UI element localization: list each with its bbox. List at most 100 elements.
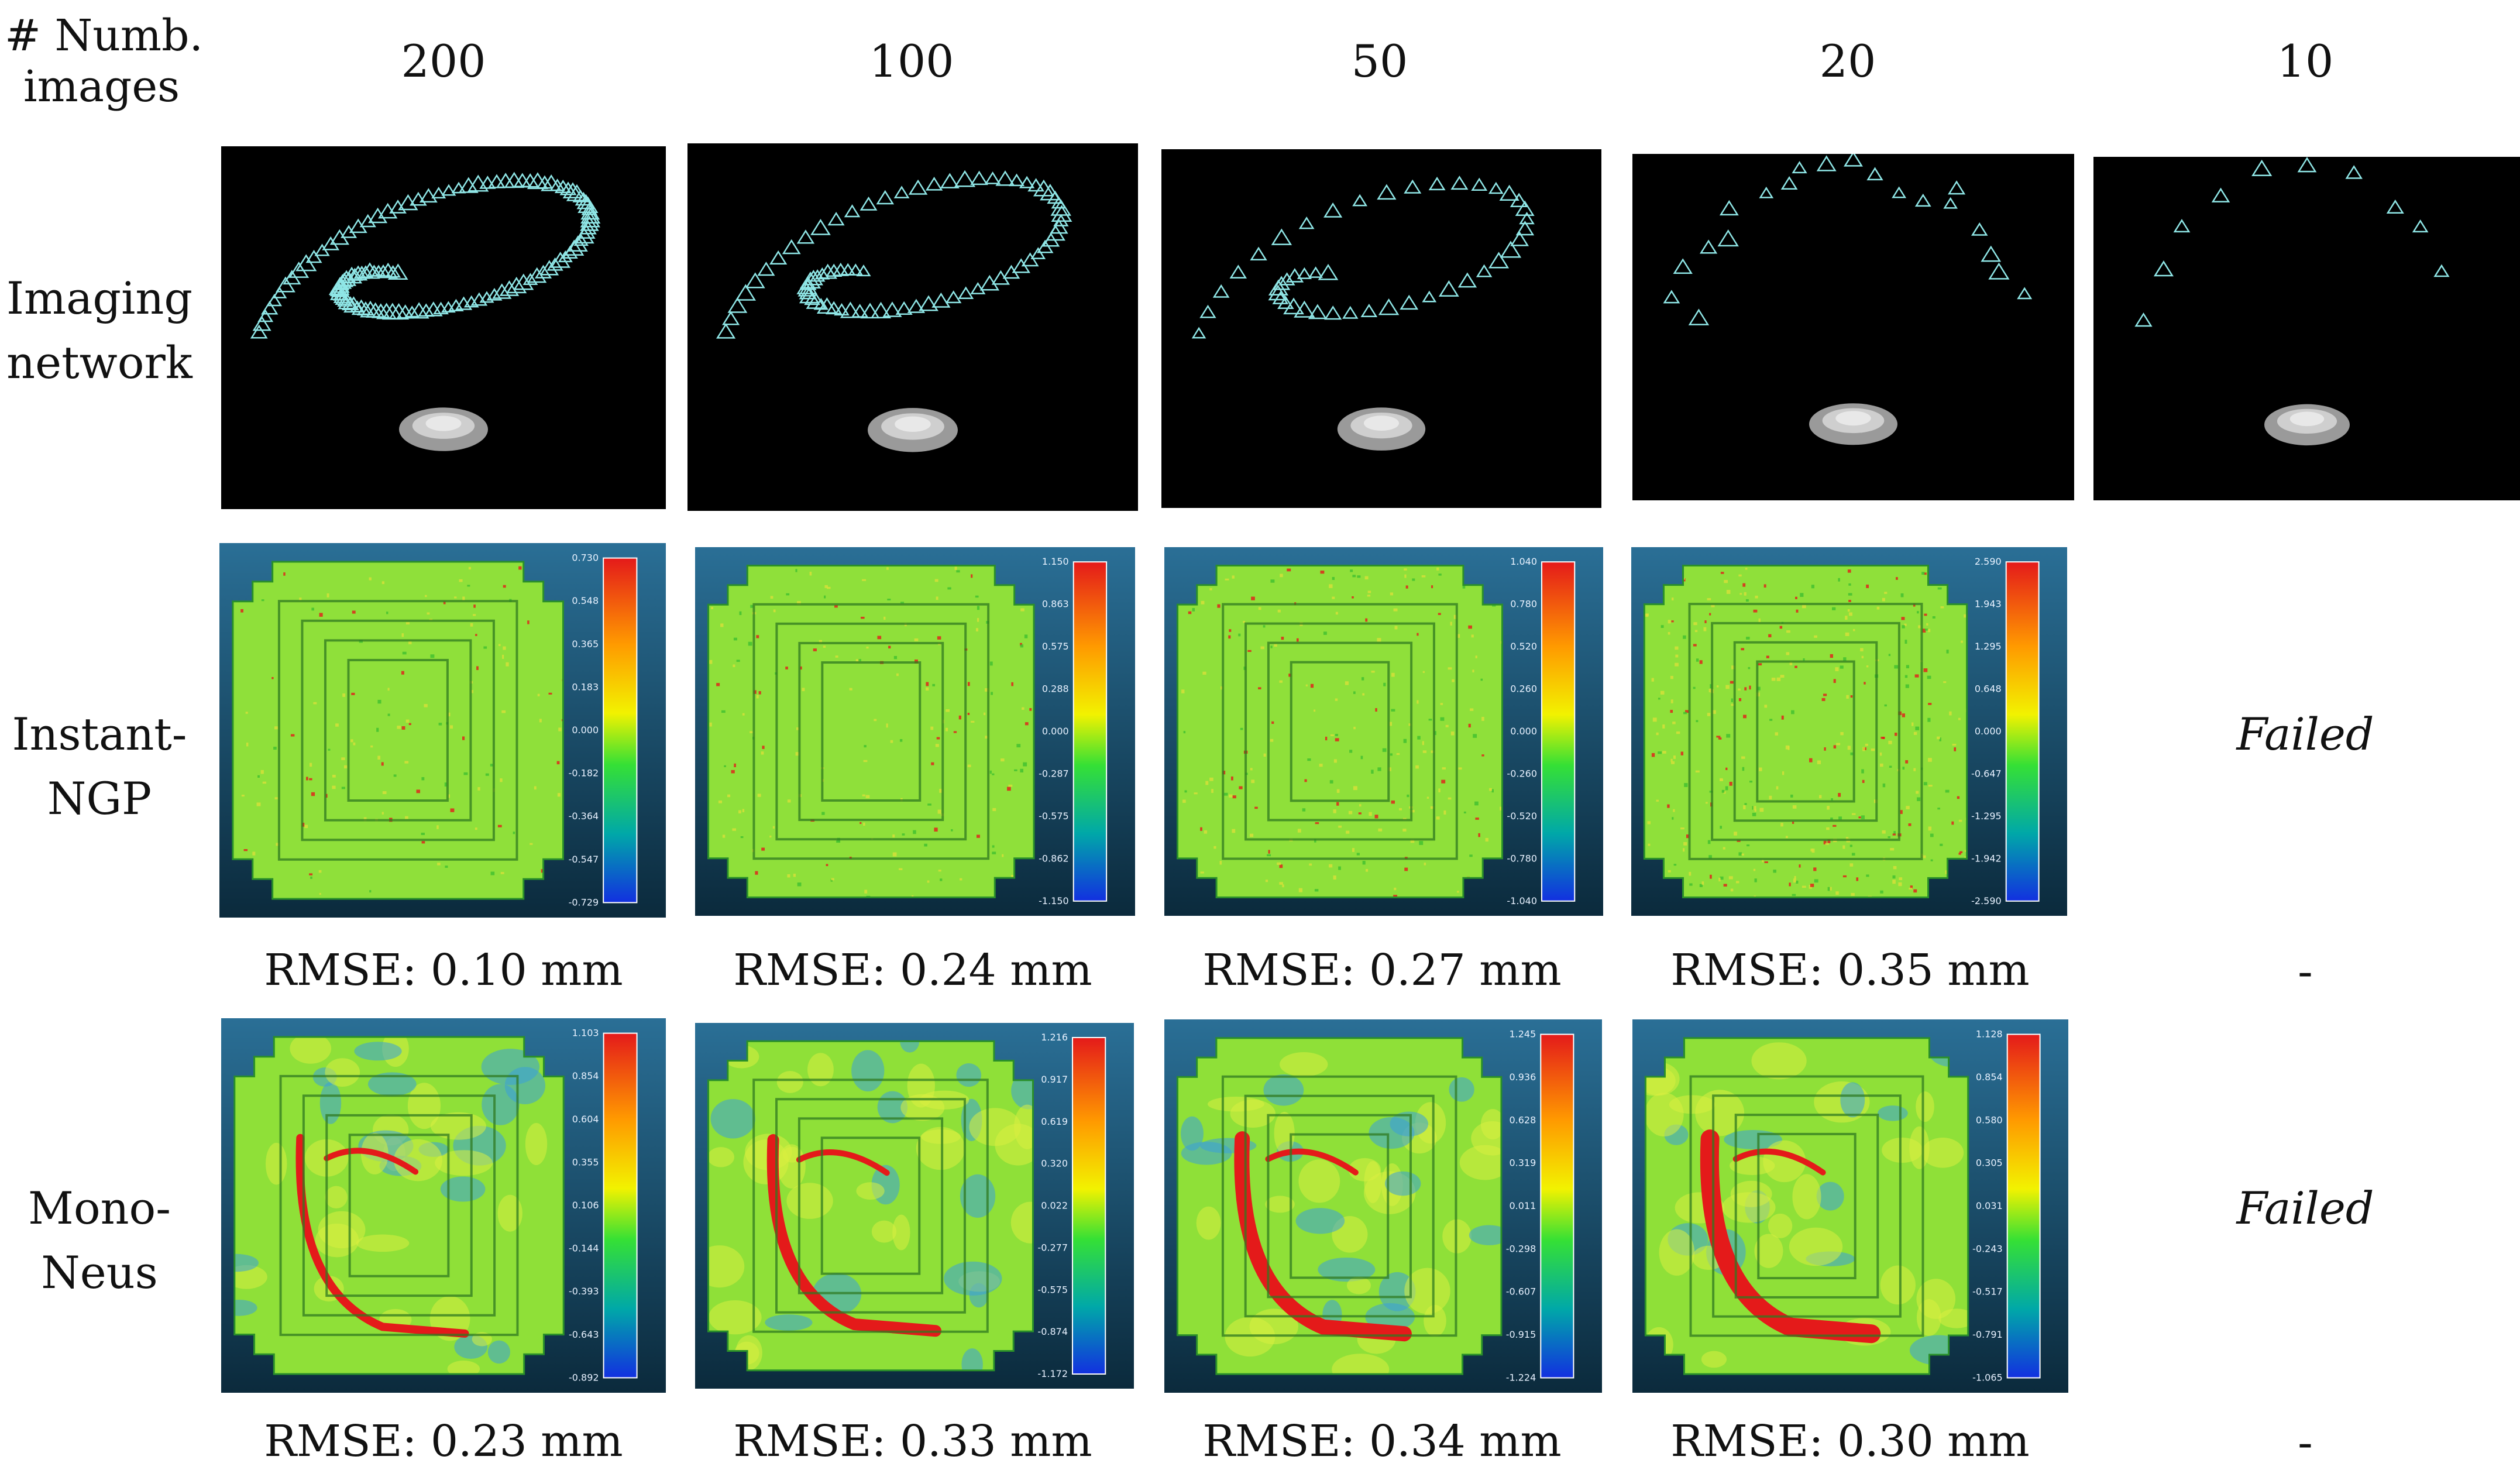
instant-ngp-deviation-map: 0.730 0.548 0.365 0.183 0.000 -0.182 -0.364 -0.… [219, 543, 666, 918]
instant-ngp-rmse-200: RMSE: 0.10 mm [264, 945, 623, 995]
instant-ngp-deviation-map: 2.590 1.943 1.295 0.648 0.000 -0.647 -1.295 -1.… [1631, 547, 2067, 916]
colorbar-tick-label: -0.791 [1972, 1329, 2003, 1340]
deviation-map-svg: 1.040 0.780 0.520 0.260 0.000 -0.260 -0.520 -0.… [1164, 547, 1603, 916]
colorbar-tick-label: -0.520 [1507, 810, 1537, 822]
colorbar-tick-label: 0.355 [572, 1156, 599, 1167]
row-label-instant: Instant- NGP [0, 702, 199, 831]
imaging-network-panel [687, 143, 1138, 511]
colorbar-tick-label: -0.874 [1037, 1326, 1068, 1337]
colorbar-tick-label: 0.936 [1509, 1071, 1536, 1083]
corner-label: # Numb. images [5, 11, 203, 113]
row-label-imaging-line2: network [6, 336, 192, 389]
colorbar-tick-label: -0.915 [1506, 1329, 1536, 1340]
colorbar-tick-label: 0.260 [1510, 684, 1537, 695]
deviation-map-svg: 0.730 0.548 0.365 0.183 0.000 -0.182 -0.364 -0.… [219, 543, 666, 918]
col-head-3: 50 [1351, 35, 1408, 87]
colorbar-tick-label: 0.863 [1042, 599, 1069, 610]
colorbar-tick-label: 0.365 [572, 638, 599, 650]
colorbar-tick-label: 0.575 [1042, 641, 1069, 652]
colorbar-tick-label: -0.393 [569, 1286, 599, 1297]
colorbar-tick-label: -0.287 [1039, 768, 1069, 779]
colorbar-tick-label: 1.943 [1975, 599, 2002, 610]
camera-network-svg [1632, 154, 2074, 500]
deviation-map-svg: 1.128 0.854 0.580 0.305 0.031 -0.243 -0.517 -0.… [1632, 1019, 2068, 1393]
colorbar-tick-label: -0.547 [569, 854, 599, 865]
colorbar-tick-label: 2.590 [1975, 556, 2002, 567]
mono-neus-deviation-map: 1.245 0.936 0.628 0.319 0.011 -0.298 -0.607 -0.… [1164, 1019, 1602, 1393]
col-head-1: 200 [401, 35, 486, 87]
deviation-map-svg: 1.245 0.936 0.628 0.319 0.011 -0.298 -0.607 -0.… [1164, 1019, 1602, 1393]
row-label-mono: Mono- Neus [0, 1176, 199, 1305]
col-head-2: 100 [869, 35, 954, 87]
instant-ngp-deviation-map: 1.040 0.780 0.520 0.260 0.000 -0.260 -0.520 -0.… [1164, 547, 1603, 916]
col-head-5: 10 [2277, 35, 2334, 87]
row-label-imaging-line1: Imaging [6, 272, 192, 324]
colorbar-tick-label: 0.730 [572, 552, 599, 564]
colorbar-tick-label: -2.590 [1971, 895, 2002, 906]
row-label-imaging: Imaging network [0, 266, 199, 395]
colorbar-tick-label: 0.000 [1975, 726, 2002, 737]
camera-network-svg [1161, 149, 1601, 508]
colorbar-tick-label: 0.022 [1041, 1200, 1068, 1211]
colorbar-tick-label: 1.103 [572, 1028, 599, 1039]
colorbar-tick-label: -0.517 [1972, 1286, 2003, 1297]
mono-neus-rmse-100: RMSE: 0.33 mm [733, 1416, 1092, 1466]
colorbar-tick-label: 0.520 [1510, 641, 1537, 652]
mono-neus-failed-label: Failed [2236, 1182, 2374, 1234]
colorbar-tick-label: -1.172 [1037, 1368, 1068, 1379]
colorbar-tick-label: 0.106 [572, 1200, 599, 1211]
colorbar-tick-label: -0.182 [569, 768, 599, 779]
row-label-instant-line1: Instant- [12, 708, 187, 760]
colorbar-tick-label: -0.780 [1507, 853, 1537, 864]
instant-ngp-rmse-10: - [2298, 945, 2313, 997]
colorbar-tick-label: 0.854 [572, 1070, 599, 1081]
colorbar-tick-label: 0.000 [1042, 726, 1069, 737]
colorbar-tick-label: -1.295 [1971, 810, 2002, 822]
colorbar-tick-label: 1.245 [1509, 1029, 1536, 1040]
colorbar-tick-label: -1.040 [1507, 895, 1537, 906]
deviation-map-svg: 1.150 0.863 0.575 0.288 0.000 -0.287 -0.575 -0.… [695, 547, 1135, 916]
deviation-map-svg: 1.103 0.854 0.604 0.355 0.106 -0.144 -0.393 -0.… [221, 1018, 666, 1393]
row-label-mono-line1: Mono- [28, 1182, 171, 1234]
mono-neus-deviation-map: 1.216 0.917 0.619 0.320 0.022 -0.277 -0.575 -0.… [695, 1023, 1134, 1389]
col-head-4: 20 [1819, 35, 1876, 87]
corner-label-line1: # Numb. [5, 11, 203, 61]
mono-neus-rmse-50: RMSE: 0.34 mm [1202, 1416, 1562, 1466]
instant-ngp-deviation-map: 1.150 0.863 0.575 0.288 0.000 -0.287 -0.575 -0.… [695, 547, 1135, 916]
colorbar-tick-label: -0.144 [569, 1243, 599, 1254]
imaging-network-panel [221, 146, 666, 509]
colorbar-tick-label: 0.031 [1976, 1200, 2003, 1211]
colorbar-tick-label: -0.277 [1037, 1242, 1068, 1253]
colorbar-tick-label: 0.854 [1976, 1071, 2003, 1083]
colorbar-tick-label: -0.862 [1039, 853, 1069, 864]
colorbar-tick-label: 0.305 [1976, 1158, 2003, 1169]
colorbar-tick-label: -0.575 [1039, 810, 1069, 822]
colorbar-tick-label: -0.243 [1972, 1243, 2003, 1254]
mono-neus-rmse-20: RMSE: 0.30 mm [1670, 1416, 2030, 1466]
deviation-map-svg: 1.216 0.917 0.619 0.320 0.022 -0.277 -0.575 -0.… [695, 1023, 1134, 1389]
colorbar-tick-label: 0.580 [1976, 1114, 2003, 1125]
colorbar-tick-label: 0.320 [1041, 1158, 1068, 1169]
imaging-network-panel [1161, 149, 1601, 508]
colorbar-tick-label: 0.319 [1509, 1158, 1536, 1169]
colorbar-tick-label: 0.011 [1509, 1200, 1536, 1211]
colorbar-tick-label: 0.917 [1041, 1074, 1068, 1085]
colorbar-tick-label: 1.040 [1510, 556, 1537, 567]
mono-neus-deviation-map: 1.103 0.854 0.604 0.355 0.106 -0.144 -0.393 -0.… [221, 1018, 666, 1393]
colorbar-tick-label: 0.628 [1509, 1114, 1536, 1125]
colorbar-tick-label: 0.604 [572, 1114, 599, 1125]
colorbar-tick-label: 1.216 [1041, 1032, 1068, 1043]
colorbar-tick-label: 0.000 [572, 724, 599, 736]
mono-neus-rmse-200: RMSE: 0.23 mm [264, 1416, 623, 1466]
camera-network-svg [2093, 157, 2520, 500]
colorbar-tick-label: 0.183 [572, 681, 599, 692]
colorbar-tick-label: 0.288 [1042, 684, 1069, 695]
instant-ngp-rmse-20: RMSE: 0.35 mm [1670, 945, 2030, 995]
row-label-instant-line2: NGP [47, 772, 152, 825]
colorbar-tick-label: -0.298 [1506, 1243, 1536, 1254]
colorbar-tick-label: 1.150 [1042, 556, 1069, 567]
colorbar-tick-label: -0.643 [569, 1329, 599, 1340]
instant-ngp-rmse-50: RMSE: 0.27 mm [1202, 945, 1562, 995]
colorbar-tick-label: -1.065 [1972, 1372, 2003, 1383]
colorbar-tick-label: 0.619 [1041, 1116, 1068, 1127]
